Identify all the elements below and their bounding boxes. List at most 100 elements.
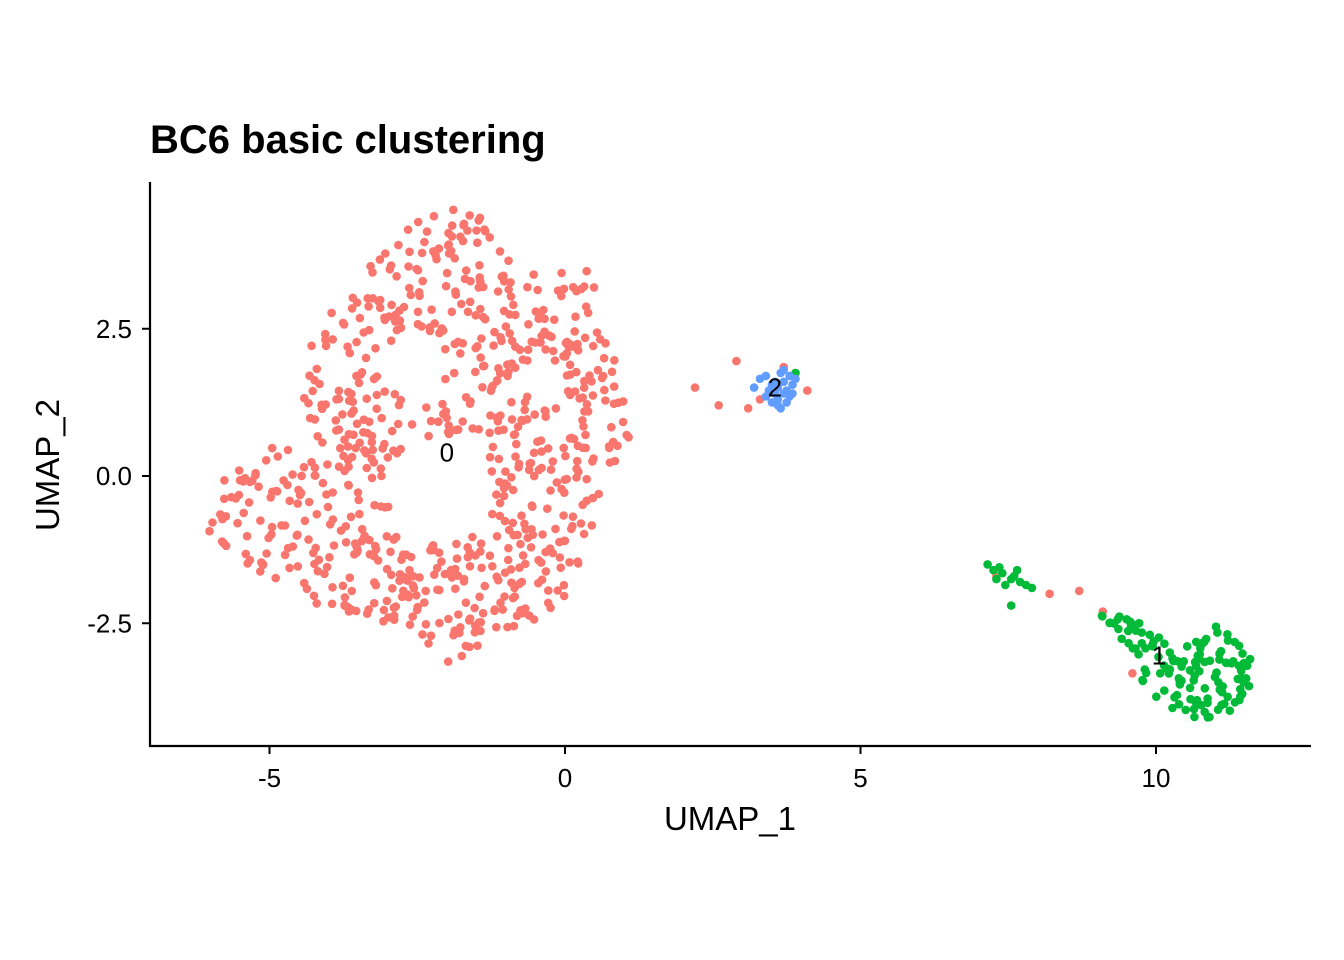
cluster-2-point — [785, 371, 794, 381]
cluster-0-point — [507, 415, 517, 424]
cluster-0-point — [476, 626, 485, 636]
cluster-0-point — [321, 329, 330, 339]
cluster-0-point — [353, 488, 363, 497]
cluster-0-point — [266, 493, 276, 502]
cluster-0-point — [568, 521, 577, 531]
cluster-1-point — [1117, 634, 1126, 644]
cluster-0-point — [422, 227, 432, 236]
cluster-0-point — [559, 536, 569, 546]
cluster-0-point — [743, 404, 753, 413]
cluster-0-point — [402, 576, 412, 585]
cluster-0-point — [381, 249, 390, 258]
cluster-0-point — [372, 404, 382, 414]
cluster-0-point — [293, 562, 303, 571]
cluster-0-point — [534, 555, 543, 565]
cluster-0-point — [456, 349, 465, 358]
cluster-1-point — [1191, 637, 1201, 647]
cluster-0-point — [473, 342, 482, 351]
cluster-1-point — [983, 560, 992, 569]
cluster-0-point — [527, 525, 536, 534]
cluster-1-point — [1223, 636, 1233, 645]
cluster-0-point — [1074, 586, 1084, 596]
cluster-0-point — [390, 317, 400, 326]
cluster-0-point — [552, 478, 562, 487]
cluster-0-point — [714, 401, 723, 410]
cluster-0-point — [371, 545, 381, 554]
cluster-0-point — [557, 268, 566, 278]
cluster-1-point — [1245, 654, 1255, 664]
cluster-0-point — [344, 607, 354, 616]
cluster-0-point — [314, 555, 324, 565]
cluster-0-point — [522, 392, 532, 402]
cluster-0-point — [496, 598, 505, 607]
cluster-0-point — [565, 360, 575, 370]
cluster-0-point — [438, 326, 448, 335]
cluster-0-point — [312, 599, 322, 608]
cluster-0-point — [375, 303, 385, 313]
cluster-0-point — [518, 416, 528, 426]
cluster-0-point — [452, 539, 461, 549]
cluster-0-point — [480, 581, 490, 591]
cluster-0-point — [427, 305, 436, 315]
cluster-0-point — [563, 387, 573, 396]
cluster-0-point — [344, 396, 354, 406]
cluster-0-point — [437, 557, 446, 566]
cluster-0-point — [568, 512, 578, 521]
cluster-1-point — [1190, 712, 1199, 722]
cluster-0-point — [336, 526, 346, 535]
cluster-2-point — [776, 404, 785, 413]
cluster-0-point — [529, 448, 539, 458]
cluster-1-point — [1211, 622, 1221, 631]
cluster-2-point — [779, 389, 788, 398]
cluster-0-point — [485, 428, 494, 438]
cluster-0-point — [516, 539, 525, 549]
cluster-0-point — [599, 353, 609, 363]
cluster-0-point — [424, 639, 433, 648]
x-tick-label: 5 — [853, 763, 867, 793]
cluster-0-point — [610, 356, 619, 365]
cluster-0-point — [256, 516, 265, 525]
cluster-0-point — [325, 553, 334, 562]
cluster-0-point — [241, 549, 251, 559]
cluster-0-point — [405, 283, 414, 293]
cluster-0-point — [255, 567, 265, 576]
cluster-0-point — [594, 489, 603, 499]
cluster-0-point — [459, 219, 469, 229]
cluster-0-point — [343, 442, 353, 451]
cluster-0-point — [593, 365, 603, 375]
cluster-1-point — [1182, 642, 1192, 651]
cluster-0-point — [587, 521, 597, 530]
cluster-0-point — [548, 548, 557, 558]
cluster-0-point — [364, 605, 374, 614]
cluster-0-point — [345, 348, 355, 358]
cluster-0-point — [234, 490, 244, 500]
cluster-0-point — [511, 342, 520, 352]
cluster-0-point — [471, 311, 481, 320]
cluster-0-point — [367, 431, 377, 441]
cluster-0-point — [443, 657, 453, 666]
cluster-0-point — [494, 426, 503, 436]
cluster-0-point — [364, 302, 373, 311]
cluster-0-point — [495, 247, 505, 256]
cluster-0-point — [243, 559, 252, 568]
cluster-0-point — [383, 502, 393, 512]
cluster-0-point — [422, 403, 431, 412]
cluster-0-point — [377, 471, 386, 481]
x-tick-label: 0 — [558, 763, 572, 793]
cluster-0-point — [454, 610, 463, 619]
cluster-0-point — [300, 393, 309, 403]
cluster-0-point — [248, 476, 257, 486]
cluster-0-point — [803, 386, 812, 395]
cluster-0-point — [478, 312, 488, 322]
cluster-0-point — [478, 608, 488, 618]
cluster-0-point — [418, 276, 428, 286]
cluster-0-point — [433, 585, 442, 594]
cluster-0-point — [465, 399, 475, 409]
cluster-0-point — [478, 383, 487, 392]
cluster-0-point — [573, 346, 583, 355]
cluster-1-point — [1201, 634, 1211, 644]
cluster-0-point — [551, 524, 560, 534]
cluster-0-point — [351, 606, 361, 616]
cluster-0-point — [524, 465, 534, 475]
cluster-0-point — [501, 467, 510, 476]
